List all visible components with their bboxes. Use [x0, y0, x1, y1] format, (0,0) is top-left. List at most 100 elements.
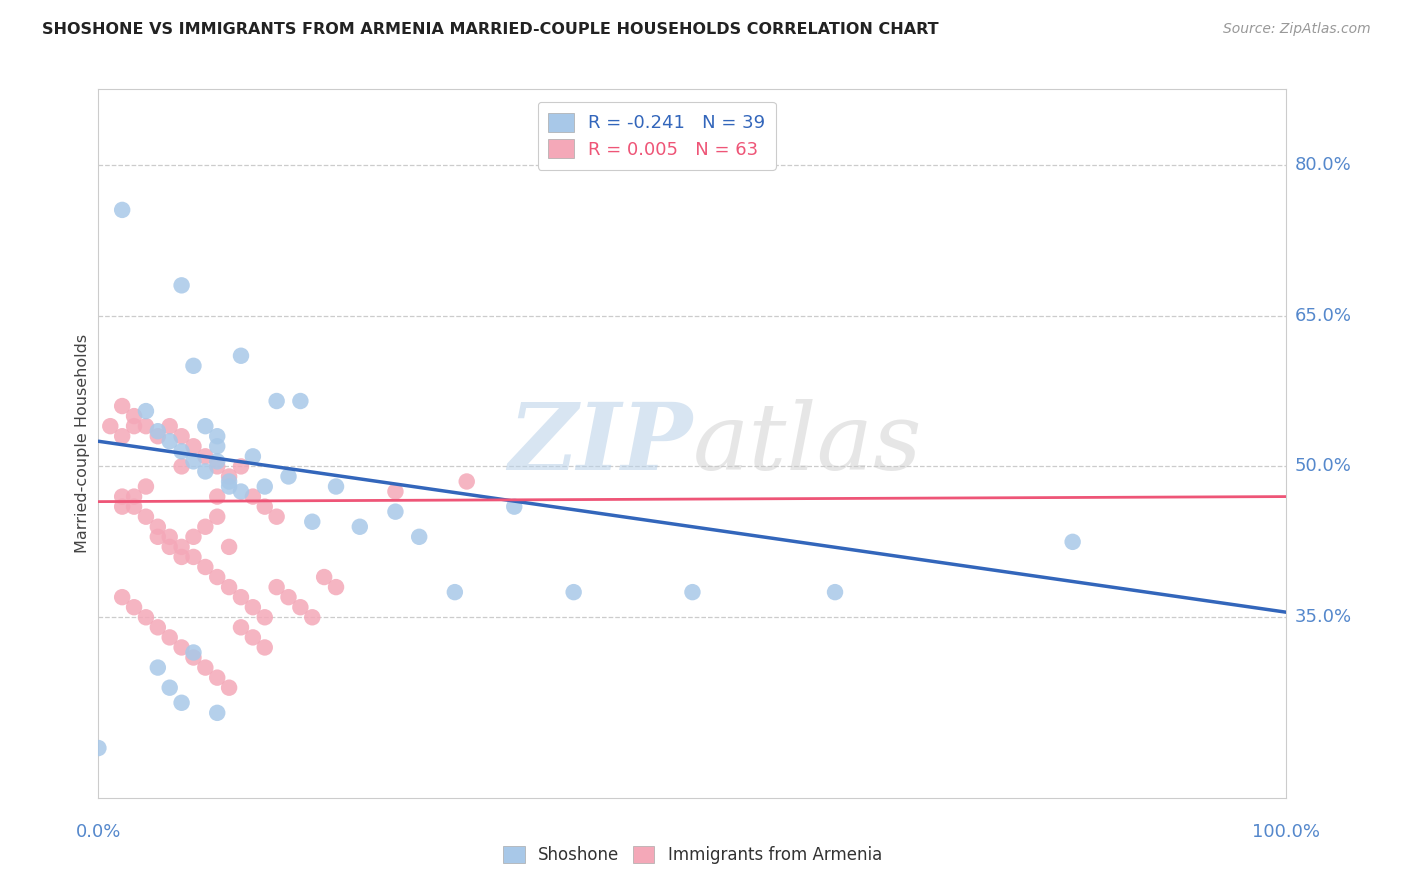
Point: [290, 394, 312, 409]
Y-axis label: Married-couple Households: Married-couple Households: [75, 334, 90, 553]
Point: [146, 660, 169, 674]
Point: [218, 469, 240, 483]
Point: [170, 640, 193, 655]
Text: atlas: atlas: [692, 399, 922, 489]
Text: 100.0%: 100.0%: [1253, 823, 1320, 841]
Point: [207, 570, 229, 584]
Point: [207, 706, 229, 720]
Point: [824, 585, 846, 599]
Point: [159, 631, 181, 645]
Point: [277, 590, 299, 604]
Point: [111, 202, 134, 217]
Point: [146, 520, 169, 534]
Point: [111, 590, 134, 604]
Point: [229, 590, 252, 604]
Point: [135, 610, 157, 624]
Point: [384, 505, 406, 519]
Point: [229, 349, 252, 363]
Point: [135, 404, 157, 418]
Point: [98, 419, 121, 434]
Point: [218, 475, 240, 489]
Point: [253, 610, 276, 624]
Point: [242, 490, 264, 504]
Point: [170, 696, 193, 710]
Point: [170, 429, 193, 443]
Text: 35.0%: 35.0%: [1295, 608, 1353, 626]
Point: [194, 660, 217, 674]
Point: [266, 580, 288, 594]
Point: [170, 444, 193, 458]
Text: ZIP: ZIP: [508, 399, 692, 489]
Point: [384, 484, 406, 499]
Point: [111, 490, 134, 504]
Point: [681, 585, 703, 599]
Point: [122, 419, 145, 434]
Point: [122, 409, 145, 423]
Point: [290, 600, 312, 615]
Point: [194, 520, 217, 534]
Point: [122, 490, 145, 504]
Point: [218, 479, 240, 493]
Point: [207, 490, 229, 504]
Point: [159, 419, 181, 434]
Text: 65.0%: 65.0%: [1295, 307, 1351, 325]
Point: [562, 585, 585, 599]
Point: [183, 439, 205, 453]
Point: [349, 520, 371, 534]
Point: [183, 530, 205, 544]
Point: [266, 509, 288, 524]
Point: [229, 620, 252, 634]
Point: [242, 631, 264, 645]
Point: [301, 610, 323, 624]
Point: [170, 540, 193, 554]
Point: [408, 530, 430, 544]
Point: [218, 681, 240, 695]
Point: [301, 515, 323, 529]
Point: [253, 500, 276, 514]
Point: [111, 399, 134, 413]
Point: [218, 580, 240, 594]
Point: [87, 741, 110, 756]
Point: [277, 469, 299, 483]
Point: [122, 500, 145, 514]
Point: [159, 681, 181, 695]
Point: [183, 454, 205, 468]
Point: [229, 459, 252, 474]
Point: [242, 600, 264, 615]
Point: [207, 459, 229, 474]
Point: [207, 429, 229, 443]
Point: [207, 439, 229, 453]
Point: [229, 484, 252, 499]
Point: [170, 459, 193, 474]
Point: [207, 509, 229, 524]
Point: [456, 475, 478, 489]
Point: [146, 424, 169, 438]
Point: [135, 509, 157, 524]
Point: [183, 549, 205, 564]
Text: 80.0%: 80.0%: [1295, 155, 1351, 174]
Point: [183, 359, 205, 373]
Point: [503, 500, 526, 514]
Text: SHOSHONE VS IMMIGRANTS FROM ARMENIA MARRIED-COUPLE HOUSEHOLDS CORRELATION CHART: SHOSHONE VS IMMIGRANTS FROM ARMENIA MARR…: [42, 22, 939, 37]
Point: [170, 549, 193, 564]
Text: Source: ZipAtlas.com: Source: ZipAtlas.com: [1223, 22, 1371, 37]
Point: [146, 530, 169, 544]
Point: [122, 600, 145, 615]
Point: [159, 540, 181, 554]
Point: [314, 570, 336, 584]
Point: [170, 278, 193, 293]
Legend: Shoshone, Immigrants from Armenia: Shoshone, Immigrants from Armenia: [503, 847, 882, 864]
Text: 0.0%: 0.0%: [76, 823, 121, 841]
Point: [194, 465, 217, 479]
Point: [159, 530, 181, 544]
Point: [194, 450, 217, 464]
Point: [183, 645, 205, 659]
Point: [444, 585, 467, 599]
Point: [135, 419, 157, 434]
Point: [159, 434, 181, 449]
Point: [135, 479, 157, 493]
Text: 50.0%: 50.0%: [1295, 458, 1351, 475]
Point: [146, 620, 169, 634]
Point: [325, 580, 347, 594]
Point: [325, 479, 347, 493]
